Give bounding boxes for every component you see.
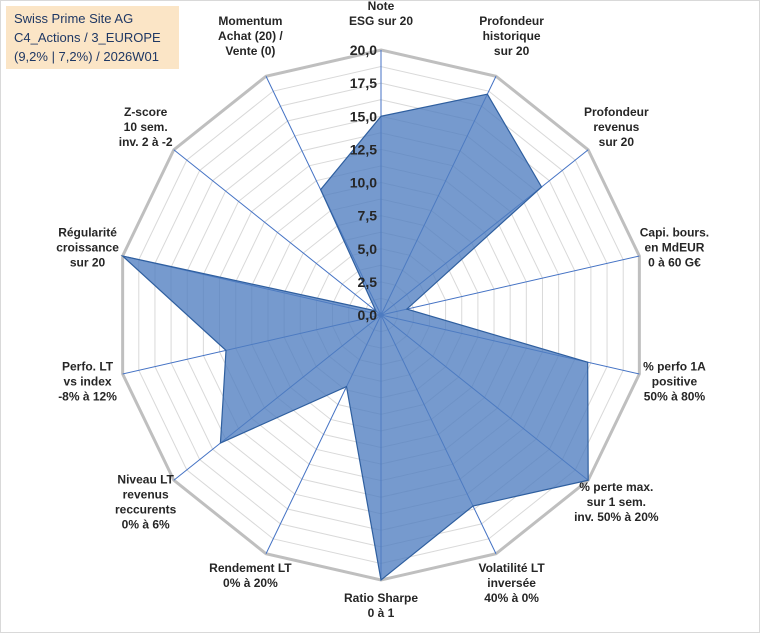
axis-spoke [173,149,382,316]
axis-label-line: Ratio Sharpe [344,591,418,605]
axis-label-line: Note [368,0,395,13]
axis-label-line: % perfo 1A [643,359,706,373]
tick-label: 0,0 [358,307,378,323]
tick-label: 10,0 [350,175,377,191]
axis-label-line: inv. 2 à -2 [119,135,173,149]
title-line-2: C4_Actions / 3_EUROPE [14,30,161,45]
axis-label-line: sur 20 [70,256,106,270]
axis-label: Profondeur revenus sur 20 [584,105,649,149]
axis-label: Ratio Sharpe 0 à 1 [344,591,418,620]
axis-label-line: en MdEUR [644,241,704,255]
axis-label-line: 50% à 80% [644,389,706,403]
series-layer [120,93,589,582]
axis-label-line: vs index [64,374,112,388]
axis-label-line: Z-score [124,105,168,119]
axis-label-line: sur 20 [599,135,635,149]
axis-label-line: ESG sur 20 [349,14,413,28]
tick-label: 2,5 [358,274,378,290]
title-box: Swiss Prime Site AG C4_Actions / 3_EUROP… [6,6,179,69]
axis-label-line: Perfo. LT [62,359,114,373]
tick-label: 12,5 [350,141,377,157]
axis-label-line: inv. 50% à 20% [574,510,659,524]
axis-label-line: Volatilité LT [478,561,545,575]
axis-label: Profondeur historique sur 20 [479,14,544,58]
tick-label: 20,0 [350,42,377,58]
axis-label-line: 0 à 1 [368,606,395,620]
axis-label: Rendement LT 0% à 20% [209,561,292,590]
tick-label: 7,5 [358,208,378,224]
axis-label-line: Profondeur [584,105,649,119]
axis-label-line: % perte max. [579,480,653,494]
series-area [120,93,589,582]
axis-label: Régularité croissance sur 20 [56,226,119,270]
axis-label-line: Momentum [218,14,282,28]
axis-label-line: Niveau LT [117,473,174,487]
axis-label-line: Vente (0) [225,44,275,58]
axis-label: % perte max. sur 1 sem. inv. 50% à 20% [574,480,659,524]
axis-label-line: reccurents [115,503,177,517]
tick-layer: 0,0 2,5 5,0 7,5 10,0 12,5 15,0 17,5 20,0 [350,42,377,323]
axis-label-line: Rendement LT [209,561,292,575]
axis-spoke [380,255,640,316]
axis-label: Note ESG sur 20 [349,0,413,28]
axis-label-line: revenus [593,120,639,134]
axis-label: Volatilité LT inversée 40% à 0% [478,561,545,605]
title-line-1: Swiss Prime Site AG [14,11,134,26]
axis-label-line: revenus [123,488,169,502]
axis-label-line: Capi. bours. [640,226,709,240]
axis-label-line: 0 à 60 G€ [648,256,701,270]
axis-label: Momentum Achat (20) / Vente (0) [218,14,283,58]
axis-label-line: 10 sem. [124,120,168,134]
axis-label-line: sur 1 sem. [587,495,646,509]
axis-label-line: 0% à 6% [122,518,170,532]
axis-label: Capi. bours. en MdEUR 0 à 60 G€ [640,226,709,270]
axis-label-line: -8% à 12% [58,389,117,403]
label-layer: Note ESG sur 20 Profondeur historique sur 20… [56,0,709,620]
axis-label-line: Profondeur [479,14,544,28]
axis-label-line: Achat (20) / [218,29,283,43]
axis-label-line: positive [652,374,698,388]
axis-label: Niveau LT revenus reccurents 0% à 6% [115,473,177,532]
title-line-3: (9,2% | 7,2%) / 2026W01 [14,49,160,64]
axis-label-line: historique [483,29,541,43]
tick-label: 17,5 [350,75,377,91]
tick-label: 5,0 [358,241,378,257]
axis-label-line: sur 20 [494,44,530,58]
axis-label-line: 40% à 0% [484,591,539,605]
axis-label-line: croissance [56,241,119,255]
axis-label-line: inversée [487,576,536,590]
axis-label-line: Régularité [58,226,117,240]
axis-label: Perfo. LT vs index -8% à 12% [58,359,117,403]
tick-label: 15,0 [350,108,377,124]
axis-label: Z-score 10 sem. inv. 2 à -2 [119,105,173,149]
axis-label-line: 0% à 20% [223,576,278,590]
axis-label: % perfo 1A positive 50% à 80% [643,359,706,403]
